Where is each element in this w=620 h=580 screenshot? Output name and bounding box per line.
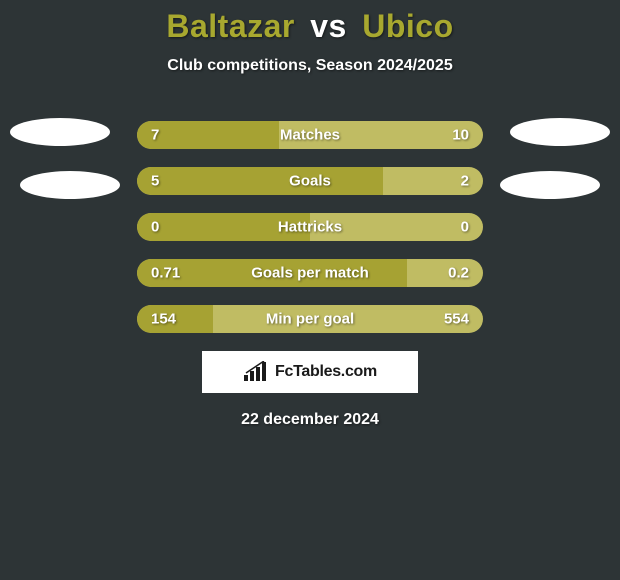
player1-avatar-top <box>10 118 110 146</box>
stat-right-value: 0.2 <box>448 265 469 282</box>
stat-label: Goals <box>289 173 331 190</box>
stat-left-value: 7 <box>151 127 159 144</box>
stat-left-value: 154 <box>151 311 176 328</box>
stat-label: Matches <box>280 127 340 144</box>
stat-right-value: 2 <box>461 173 469 190</box>
stat-right-value: 554 <box>444 311 469 328</box>
site-badge-text: FcTables.com <box>275 363 377 381</box>
chart-area: 7 Matches 10 5 Goals 2 0 Hattricks 0 0.71 Goals pe… <box>0 103 620 333</box>
stat-right-value: 10 <box>452 127 469 144</box>
stat-left-value: 0 <box>151 219 159 236</box>
stat-row: 5 Goals 2 <box>137 167 483 195</box>
stat-row: 0 Hattricks 0 <box>137 213 483 241</box>
snapshot-date: 22 december 2024 <box>0 411 620 429</box>
site-badge: FcTables.com <box>202 351 418 393</box>
stat-label: Goals per match <box>251 265 369 282</box>
stat-label: Hattricks <box>278 219 342 236</box>
stat-row: 7 Matches 10 <box>137 121 483 149</box>
stat-left-value: 0.71 <box>151 265 180 282</box>
stat-row-left-fill <box>137 167 383 195</box>
stat-left-value: 5 <box>151 173 159 190</box>
stat-bars: 7 Matches 10 5 Goals 2 0 Hattricks 0 0.71 Goals pe… <box>137 103 483 333</box>
player2-avatar-bottom <box>500 171 600 199</box>
comparison-widget: Baltazar vs Ubico Club competitions, Sea… <box>0 0 620 429</box>
stat-row: 154 Min per goal 554 <box>137 305 483 333</box>
player1-avatar-bottom <box>20 171 120 199</box>
stat-right-value: 0 <box>461 219 469 236</box>
player2-name: Ubico <box>362 8 453 44</box>
bar-chart-icon <box>243 361 269 383</box>
page-title: Baltazar vs Ubico <box>0 8 620 45</box>
subtitle: Club competitions, Season 2024/2025 <box>0 57 620 75</box>
title-vs: vs <box>310 8 347 44</box>
stat-label: Min per goal <box>266 311 354 328</box>
player1-name: Baltazar <box>166 8 295 44</box>
stat-row: 0.71 Goals per match 0.2 <box>137 259 483 287</box>
player2-avatar-top <box>510 118 610 146</box>
